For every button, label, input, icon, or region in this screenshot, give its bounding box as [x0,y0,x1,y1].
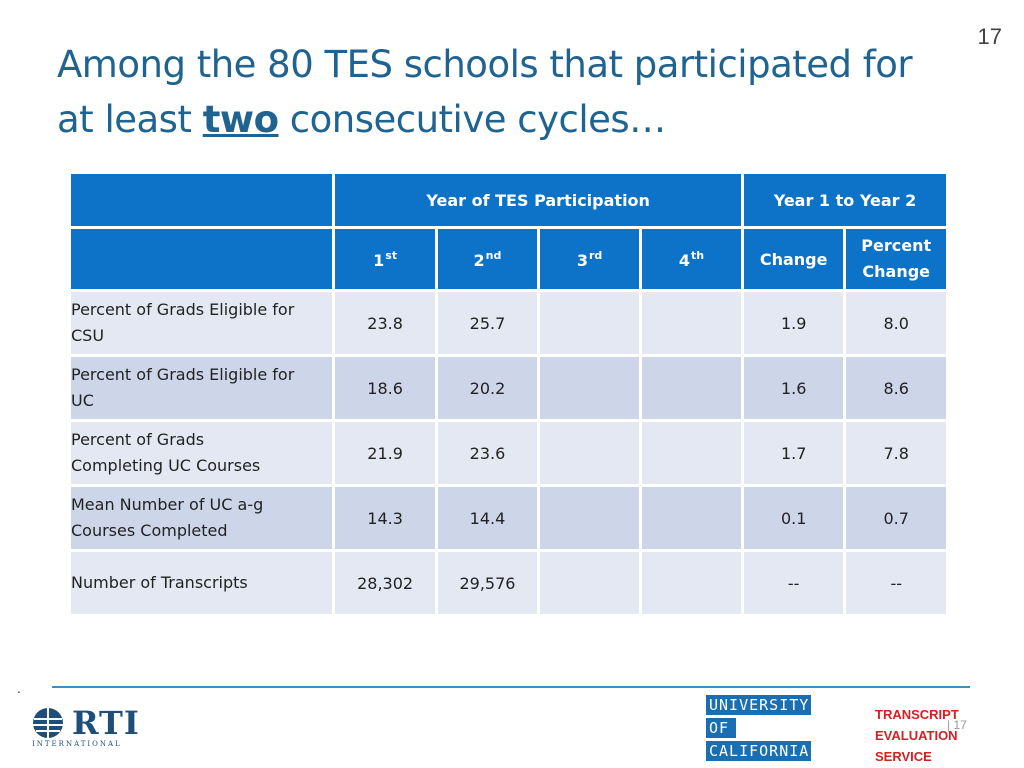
row-label-number-of-transcripts: Number of Transcripts [71,573,248,592]
tes-logo-line-2: EVALUATION [875,728,958,743]
cell-value [540,487,639,549]
cell-value: 25.7 [469,313,506,333]
cell-percent-change: 8.6 [883,378,909,398]
cell-value: 21.9 [367,443,403,463]
cell-change: 1.6 [780,378,807,398]
cell-change: 1.7 [780,443,807,463]
cell-value [642,422,741,484]
footer-page-number: | 17 [947,718,967,732]
rti-tagline: INTERNATIONAL [32,740,122,748]
tes-logo-line-3: SERVICE [875,749,932,764]
cell-percent-change: 0.7 [883,508,909,528]
cell-percent-change: 8.0 [883,313,909,333]
cell-value: 23.8 [367,313,403,333]
uc-logo-line-1: UNIVERSITY [706,695,811,715]
cell-value: 29,576 [459,573,516,593]
tes-logo-line-1: TRANSCRIPT [875,707,959,722]
rti-wordmark: RTI [72,704,140,742]
rti-logo: RTI INTERNATIONAL [30,707,139,748]
cell-value: 23.6 [469,443,506,463]
cell-value [642,552,741,614]
cell-value [540,357,639,419]
row-label-completing-uc-courses: Percent of Grads Completing UC Courses [71,430,261,475]
table-row: Number of Transcripts 28,302 29,576 -- -… [71,552,946,614]
slide-title: Among the 80 TES schools that participat… [57,37,957,147]
cell-value: 28,302 [357,573,414,593]
tes-logo: TRANSCRIPT EVALUATION SERVICE [875,704,959,767]
cell-value [642,292,741,354]
header-year1-to-year2: Year 1 to Year 2 [743,174,946,226]
header-year-4: 4th [642,229,741,289]
header-percent-change: Percent Change [846,229,946,289]
uc-logo-line-2: OF [706,718,736,738]
cell-value [540,292,639,354]
title-line-2-pre: at least [57,98,203,141]
header-year-2: 2nd [437,229,538,289]
cell-value [642,487,741,549]
cell-value: 20.2 [469,378,506,398]
uc-logo-line-3: CALIFORNIA [706,741,811,761]
header-year-1: 1st [335,229,435,289]
header-year-of-participation: Year of TES Participation [335,174,741,226]
title-line-2-post: consecutive cycles… [278,98,666,141]
table-row: Mean Number of UC a-g Courses Completed 1… [71,487,946,549]
cell-percent-change: -- [890,573,902,593]
cell-value [540,552,639,614]
row-label-mean-ag-courses: Mean Number of UC a-g Courses Completed [71,495,264,540]
cell-value: 18.6 [367,378,403,398]
table-row: Percent of Grads Completing UC Courses 21… [71,422,946,484]
header-change: Change [743,229,844,289]
cell-value: 14.3 [367,508,403,528]
header-blank-cell-2 [71,229,333,289]
table-row: Percent of Grads Eligible for UC 18.6 20.… [71,357,946,419]
uc-logo: UNIVERSITY OF CALIFORNIA [706,695,814,764]
header-blank-cell [71,174,333,226]
cell-value [540,422,639,484]
cell-percent-change: 7.8 [883,443,909,463]
cell-value [642,357,741,419]
slide-number: 17 [977,24,1002,49]
results-table: Year of TES Participation Year 1 to Year… [68,171,949,617]
rti-globe-icon [33,708,63,738]
row-label-uc-eligible: Percent of Grads Eligible for UC [71,365,295,410]
stray-mark: . [17,682,21,696]
cell-value: 14.4 [469,508,506,528]
title-emphasis: two [202,98,279,141]
footer-divider [52,686,970,688]
cell-change: -- [787,573,800,593]
header-year-3: 3rd [540,229,640,289]
title-line-1: Among the 80 TES schools that participat… [57,43,913,86]
table-row: Percent of Grads Eligible for CSU 23.8 25… [71,292,946,354]
row-label-csu-eligible: Percent of Grads Eligible for CSU [71,300,295,345]
cell-change: 0.1 [780,508,807,528]
cell-change: 1.9 [780,313,807,333]
